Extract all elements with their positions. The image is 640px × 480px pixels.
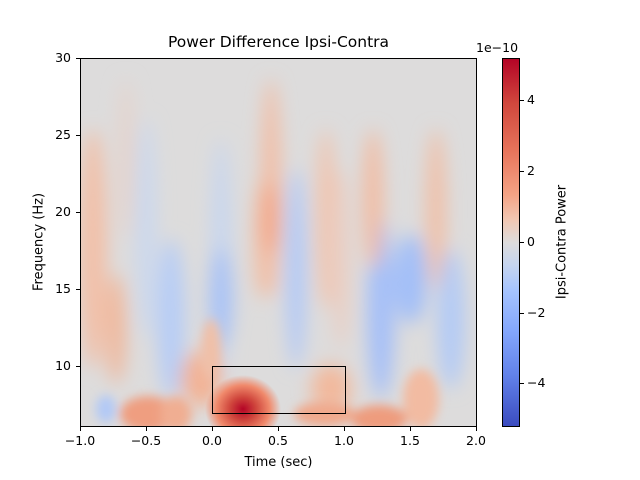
roi-rectangle bbox=[212, 366, 346, 414]
y-axis-label: Frequency (Hz) bbox=[31, 192, 47, 292]
x-tick-mark bbox=[344, 427, 345, 431]
x-tick-mark bbox=[80, 427, 81, 431]
y-tick-mark bbox=[76, 135, 80, 136]
colorbar-tick-mark bbox=[520, 171, 524, 172]
heatmap-image bbox=[81, 59, 476, 426]
x-tick-mark bbox=[146, 427, 147, 431]
colorbar-tick-mark bbox=[520, 313, 524, 314]
y-tick-label: 20 bbox=[55, 204, 71, 219]
colorbar-tick-label: 2 bbox=[527, 163, 535, 178]
colorbar-tick-label: 0 bbox=[527, 234, 535, 249]
x-tick-mark bbox=[212, 427, 213, 431]
y-tick-label: 30 bbox=[55, 50, 71, 65]
x-tick-label: 1.0 bbox=[334, 433, 354, 448]
chart-title: Power Difference Ipsi-Contra bbox=[167, 33, 390, 51]
x-tick-mark bbox=[278, 427, 279, 431]
colorbar-tick-label: −4 bbox=[527, 375, 546, 390]
colorbar-tick-mark bbox=[520, 242, 524, 243]
y-tick-mark bbox=[76, 58, 80, 59]
colorbar-exponent: 1e−10 bbox=[476, 40, 519, 55]
x-tick-label: −1.0 bbox=[64, 433, 96, 448]
colorbar-tick-mark bbox=[520, 383, 524, 384]
x-tick-label: 0.0 bbox=[202, 433, 222, 448]
colorbar-tick-mark bbox=[520, 100, 524, 101]
x-tick-mark bbox=[476, 427, 477, 431]
x-tick-label: 2.0 bbox=[466, 433, 486, 448]
colorbar bbox=[502, 58, 520, 427]
x-tick-label: 0.5 bbox=[268, 433, 288, 448]
y-tick-label: 10 bbox=[55, 358, 71, 373]
y-tick-mark bbox=[76, 366, 80, 367]
y-tick-label: 15 bbox=[55, 281, 71, 296]
y-tick-mark bbox=[76, 289, 80, 290]
colorbar-tick-label: 4 bbox=[527, 92, 535, 107]
heatmap-plot-area bbox=[80, 58, 477, 427]
y-tick-label: 25 bbox=[55, 127, 71, 142]
y-tick-mark bbox=[76, 212, 80, 213]
x-axis-label: Time (sec) bbox=[244, 455, 313, 470]
colorbar-tick-label: −2 bbox=[527, 305, 546, 320]
x-tick-mark bbox=[410, 427, 411, 431]
colorbar-label: Ipsi-Contra Power bbox=[554, 184, 570, 300]
x-tick-label: −0.5 bbox=[130, 433, 162, 448]
x-tick-label: 1.5 bbox=[400, 433, 420, 448]
